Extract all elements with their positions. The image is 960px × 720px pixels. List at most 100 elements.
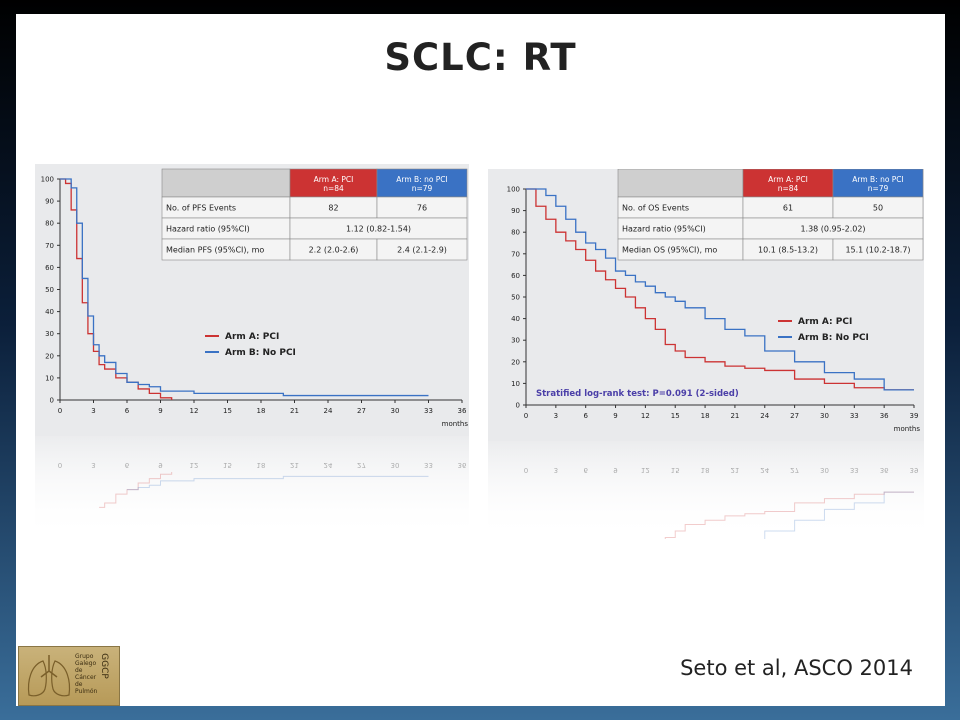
y-tick-label: 70 — [511, 250, 520, 258]
table-row-label: Hazard ratio (95%CI) — [622, 225, 706, 234]
x-tick-label-reflection: 0 — [524, 466, 528, 474]
series-line-arm-a — [60, 178, 173, 400]
table-cell-value: 76 — [417, 204, 427, 213]
series-reflection — [127, 475, 429, 491]
table-cell-value: 1.38 (0.95-2.02) — [800, 225, 865, 234]
x-tick-label: 18 — [701, 412, 710, 420]
table-cell-value: 2.2 (2.0-2.6) — [309, 246, 359, 255]
table-row-label: Median OS (95%CI), mo — [622, 246, 717, 255]
x-tick-label: 12 — [190, 407, 199, 415]
x-tick-label: 15 — [671, 412, 680, 420]
y-tick-label: 20 — [511, 358, 520, 366]
x-tick-label-reflection: 24 — [760, 466, 769, 474]
x-tick-label-reflection: 3 — [91, 461, 95, 469]
table-cell-value: 1.12 (0.82-1.54) — [346, 225, 411, 234]
table-header-subtext: n=84 — [323, 184, 344, 193]
logo-abbreviation: GGCP — [99, 653, 110, 679]
y-tick-label: 100 — [41, 176, 54, 184]
table-header-cell — [742, 169, 834, 198]
x-tick-label-reflection: 39 — [910, 466, 919, 474]
slide: SCLC: RT 0 10 20 30 40 50 60 70 80 90 100 0 3 6 9 12 15 1… — [16, 14, 945, 706]
y-tick-label: 70 — [45, 242, 54, 250]
x-axis-label: months — [894, 425, 921, 433]
x-tick-label: 33 — [424, 407, 433, 415]
table-header-subtext: n=79 — [412, 184, 433, 193]
table-header-text: Arm B: no PCI — [396, 175, 448, 184]
y-tick-label: 50 — [511, 294, 520, 302]
y-tick-label: 50 — [45, 286, 54, 294]
x-tick-label: 12 — [641, 412, 650, 420]
x-tick-label-reflection: 9 — [158, 461, 162, 469]
table-cell-value: 61 — [783, 204, 793, 213]
y-tick-label: 60 — [511, 272, 520, 280]
y-tick-label: 10 — [511, 380, 520, 388]
y-tick-label: 20 — [45, 352, 54, 360]
table-header-cell — [161, 168, 291, 198]
legend-label: Arm A: PCI — [798, 317, 852, 327]
x-tick-label: 15 — [223, 407, 232, 415]
x-tick-label-reflection: 24 — [324, 461, 333, 469]
table-cell — [376, 238, 468, 261]
x-tick-label-reflection: 33 — [850, 466, 859, 474]
x-tick-label: 21 — [290, 407, 299, 415]
x-tick-label-reflection: 36 — [458, 461, 467, 469]
table-header-subtext: n=84 — [778, 184, 799, 193]
y-tick-label: 10 — [45, 374, 54, 382]
x-tick-label-reflection: 15 — [671, 466, 680, 474]
series-line-arm-b — [60, 178, 429, 397]
x-tick-label: 36 — [458, 407, 467, 415]
x-tick-label: 24 — [760, 412, 769, 420]
x-tick-label-reflection: 36 — [880, 466, 889, 474]
x-tick-label: 18 — [257, 407, 266, 415]
table-header-subtext: n=79 — [868, 184, 889, 193]
legend-label: Arm A: PCI — [225, 332, 279, 342]
table-header-text: Arm A: PCI — [768, 175, 808, 184]
table-header-cell — [289, 168, 378, 198]
y-tick-label: 0 — [516, 402, 520, 410]
legend-label: Arm B: No PCI — [798, 333, 869, 343]
x-tick-label-reflection: 21 — [290, 461, 299, 469]
y-tick-label: 80 — [511, 229, 520, 237]
x-tick-label: 27 — [790, 412, 799, 420]
x-tick-label: 3 — [91, 407, 95, 415]
slide-title: SCLC: RT — [384, 36, 577, 79]
series-reflection — [664, 491, 914, 539]
table-row-label: No. of OS Events — [622, 204, 689, 213]
y-tick-label: 60 — [45, 264, 54, 272]
table-cell-value: 10.1 (8.5-13.2) — [758, 246, 818, 255]
x-tick-label: 30 — [391, 407, 400, 415]
logo-text: Grupo Galego de Cáncer de Pulmón — [75, 653, 98, 695]
x-tick-label-reflection: 30 — [391, 461, 400, 469]
y-tick-label: 0 — [50, 397, 54, 405]
pfs-chart-panel: 0 10 20 30 40 50 60 70 80 90 100 0 3 6 9 12 15 18 21 24 27 30… — [35, 164, 469, 539]
table-cell — [832, 238, 924, 261]
x-tick-label: 27 — [357, 407, 366, 415]
x-axis-label: months — [442, 420, 469, 428]
x-tick-label-reflection: 6 — [583, 466, 588, 474]
x-tick-label-reflection: 0 — [58, 461, 62, 469]
legend-label: Arm B: No PCI — [225, 348, 296, 358]
x-tick-label: 39 — [910, 412, 919, 420]
x-tick-label: 36 — [880, 412, 889, 420]
x-tick-label-reflection: 27 — [790, 466, 799, 474]
lungs-icon — [27, 655, 71, 697]
table-cell-value: 2.4 (2.1-2.9) — [397, 246, 447, 255]
x-tick-label: 33 — [850, 412, 859, 420]
logrank-annotation: Stratified log-rank test: P=0.091 (2-sid… — [536, 389, 739, 399]
x-tick-label: 0 — [58, 407, 62, 415]
y-tick-label: 90 — [45, 198, 54, 206]
table-cell-value: 82 — [328, 204, 338, 213]
y-tick-label: 40 — [45, 308, 54, 316]
y-tick-label: 100 — [507, 186, 520, 194]
x-tick-label-reflection: 33 — [424, 461, 433, 469]
x-tick-label-reflection: 12 — [641, 466, 650, 474]
series-line-arm-b — [526, 188, 914, 391]
panel-reflection — [35, 436, 469, 539]
table-header-text: Arm A: PCI — [314, 175, 354, 184]
x-tick-label: 30 — [820, 412, 829, 420]
y-tick-label: 40 — [511, 315, 520, 323]
x-tick-label: 24 — [324, 407, 333, 415]
table-cell-value: 15.1 (10.2-18.7) — [845, 246, 910, 255]
citation: Seto et al, ASCO 2014 — [680, 656, 913, 680]
